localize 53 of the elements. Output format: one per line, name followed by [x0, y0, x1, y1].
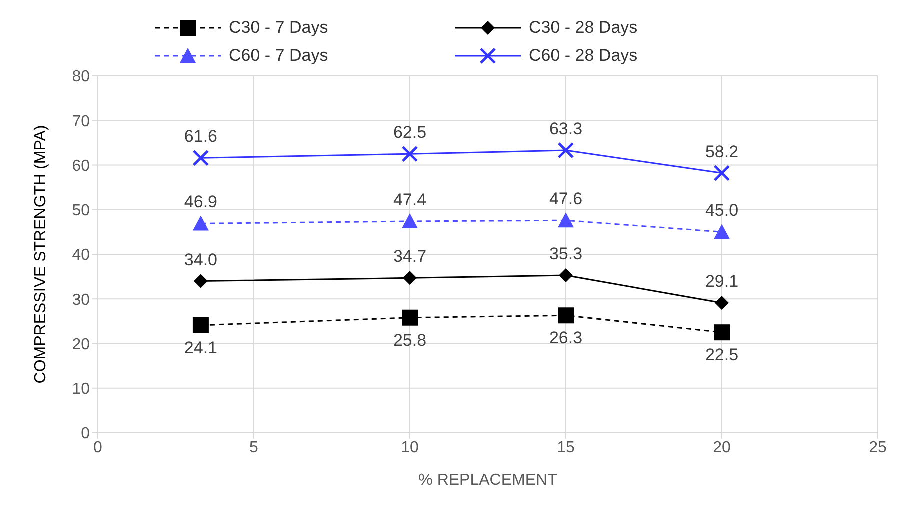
point: [715, 296, 729, 310]
x-axis-title: % REPLACEMENT: [418, 472, 558, 489]
x-tick-label: 5: [250, 439, 259, 456]
legend-label: C30 - 7 Days: [229, 18, 328, 38]
data-label: 45.0: [705, 201, 739, 220]
data-label: 47.6: [549, 190, 583, 209]
legend-label: C60 - 28 Days: [529, 46, 638, 66]
y-tick-label: 30: [72, 292, 90, 309]
data-label: 34.0: [184, 250, 218, 270]
data-label: 62.5: [393, 123, 427, 142]
point: [403, 271, 417, 286]
point: [558, 142, 574, 159]
data-label: 34.7: [393, 247, 427, 266]
point: [402, 146, 418, 162]
data-label: 26.3: [549, 328, 583, 348]
data-label: 25.8: [393, 330, 427, 350]
point: [192, 216, 209, 231]
data-label: 47.4: [393, 190, 427, 210]
x-tick-label: 20: [713, 439, 731, 456]
point: [714, 165, 730, 182]
point: [558, 212, 574, 228]
data-label: 63.3: [549, 120, 583, 139]
y-tick-label: 80: [72, 68, 90, 86]
y-tick-label: 60: [72, 158, 90, 175]
point: [402, 213, 418, 228]
legend-label: C30 - 28 Days: [529, 18, 638, 38]
data-label: 61.6: [184, 127, 218, 146]
data-label: 46.9: [184, 192, 218, 212]
y-tick-label: 10: [72, 381, 90, 398]
point: [402, 310, 418, 326]
y-tick-label: 70: [72, 113, 90, 130]
point: [192, 317, 209, 334]
data-label: 29.1: [705, 272, 739, 292]
y-tick-label: 0: [81, 426, 90, 443]
y-tick-label: 50: [72, 202, 90, 220]
data-label: 58.2: [705, 142, 739, 162]
point: [558, 308, 574, 324]
x-tick-label: 0: [94, 439, 103, 456]
data-label: 24.1: [184, 338, 218, 358]
point: [714, 224, 730, 240]
point: [192, 150, 210, 166]
x-tick-label: 25: [869, 439, 887, 456]
point: [559, 268, 573, 282]
y-tick-label: 40: [72, 247, 90, 264]
point: [194, 274, 208, 288]
x-tick-label: 10: [401, 439, 419, 456]
y-axis-title: COMPRESSIVE STRENGTH (MPA): [32, 125, 50, 384]
data-label: 35.3: [549, 244, 583, 264]
legend-label: C60 - 7 Days: [229, 46, 328, 66]
y-tick-label: 20: [72, 336, 90, 354]
data-label: 22.5: [705, 346, 739, 365]
point: [714, 324, 730, 341]
x-tick-label: 15: [557, 439, 575, 456]
